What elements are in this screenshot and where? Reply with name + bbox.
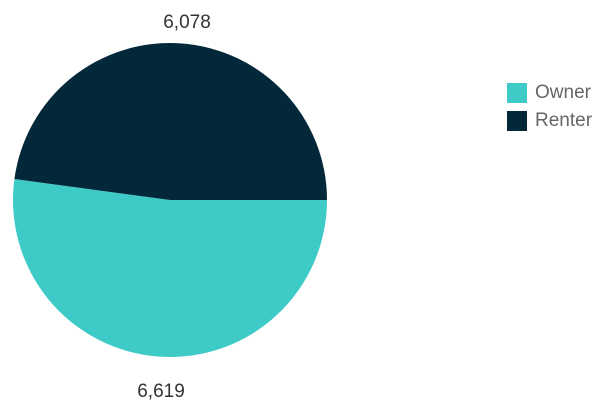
data-label-owner: 6,619 [137, 381, 185, 402]
legend-swatch-renter [507, 111, 527, 131]
legend: Owner Renter [507, 80, 592, 136]
pie-slice-renter[interactable] [14, 43, 327, 201]
legend-item-owner[interactable]: Owner [507, 80, 592, 106]
legend-item-renter[interactable]: Renter [507, 108, 592, 134]
legend-label-owner: Owner [535, 82, 591, 103]
data-label-renter: 6,078 [163, 12, 211, 33]
pie-slices [12, 43, 327, 358]
pie-slice-owner[interactable] [12, 179, 327, 358]
legend-label-renter: Renter [535, 110, 593, 131]
legend-swatch-owner [507, 83, 527, 103]
